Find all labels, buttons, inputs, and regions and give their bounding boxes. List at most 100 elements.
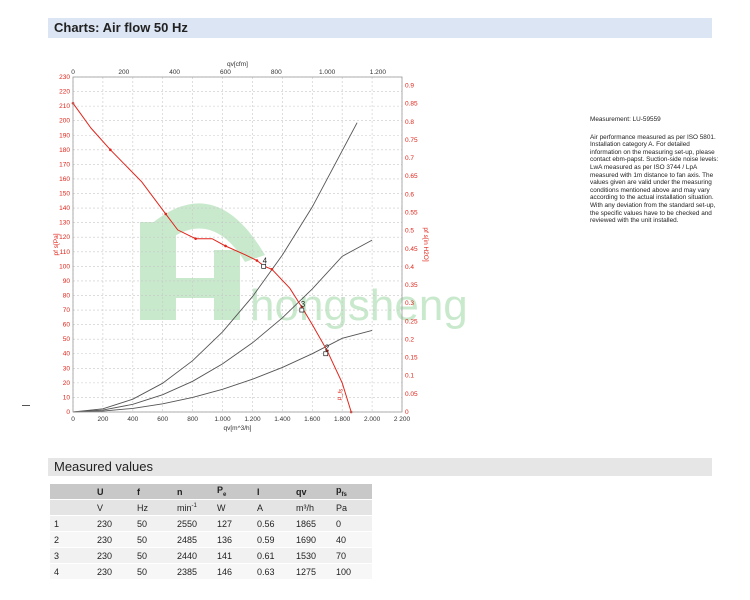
y-tick-label: 180: [59, 147, 70, 154]
table-cell: 1865: [292, 515, 332, 532]
x-tick-label: 0: [71, 416, 75, 423]
y-tick-label: 170: [59, 161, 70, 168]
system-curve-1: [72, 122, 358, 413]
x-tick-label: 1.200: [244, 416, 261, 423]
operating-point-2: [323, 351, 329, 357]
y-tick-label: 130: [59, 220, 70, 227]
y-tick-label: 20: [63, 380, 71, 387]
fan-curve-point: [109, 148, 112, 152]
charts-header: Charts: Air flow 50 Hz: [48, 18, 712, 38]
x2-tick-label: 1.000: [319, 69, 336, 76]
table-cell: 1530: [292, 547, 332, 564]
measured-values-title: Measured values: [54, 459, 153, 474]
plot-frame: [72, 76, 403, 413]
table-cell: 2550: [173, 515, 213, 532]
table-cell: 146: [213, 563, 253, 580]
y-tick-label: 140: [59, 205, 70, 212]
y2-tick-label: 0.1: [405, 373, 414, 380]
unit-cell: min-1: [173, 499, 213, 516]
table-cell: 50: [133, 531, 173, 548]
fan-curve-point: [164, 212, 168, 216]
y2-tick-label: 0.45: [405, 246, 418, 253]
unit-cell: A: [253, 499, 292, 516]
chart-labels: 0 200 400 600 800 1.000 1.200 1.400 1.600 1.800 2.…: [53, 61, 429, 432]
watermark-text: hongsheng: [250, 281, 468, 330]
fan-curve-line: [72, 102, 352, 413]
y-tick-label: 30: [63, 365, 71, 372]
header-cell: n: [173, 484, 213, 500]
y2-tick-label: 0.85: [405, 101, 418, 108]
table-cell: 50: [133, 547, 173, 564]
watermark-bar-left: [140, 222, 176, 320]
x2-axis-title: qv[cfm]: [227, 61, 248, 68]
table-cell: 4: [50, 563, 93, 580]
system-curve-2: [72, 239, 373, 413]
operating-point-3: [299, 307, 305, 313]
table-cell: 136: [213, 531, 253, 548]
table-cell: 2485: [173, 531, 213, 548]
x-axis-title: qv[m^3/h]: [224, 425, 252, 432]
y-axis-title: pf s[Pa]: [53, 233, 60, 255]
table-row: 1 230 50 2550 127 0.56 1865 0: [50, 515, 372, 532]
header-cell: I: [253, 484, 292, 500]
system-curve-3: [72, 329, 373, 413]
table-row: 2 230 50 2485 136 0.59 1690 40: [50, 531, 372, 548]
table-cell: 230: [93, 547, 133, 564]
y-tick-label: 40: [63, 351, 71, 358]
y-tick-label: 110: [60, 249, 71, 256]
fan-curve-point: [270, 267, 274, 271]
x-tick-label: 1.000: [214, 416, 231, 423]
unit-cell: [50, 499, 93, 516]
x2-tick-label: 1.200: [370, 69, 387, 76]
measurement-id: Measurement: LU-59559: [590, 116, 661, 123]
x-tick-label: 400: [127, 416, 138, 423]
x-tick-label: 1.400: [274, 416, 291, 423]
x2-tick-label: 0: [71, 69, 75, 76]
table-cell: 50: [133, 515, 173, 532]
x-tick-label: 2 200: [394, 416, 411, 423]
unit-cell: W: [213, 499, 253, 516]
y-tick-label: 10: [63, 394, 71, 401]
y-tick-label: 150: [59, 191, 70, 198]
y-tick-label: 100: [59, 263, 70, 270]
y2-tick-label: 0.35: [405, 282, 418, 289]
fan-curve: p_fs: [71, 101, 353, 414]
table-cell: 2: [50, 531, 93, 548]
x-tick-label: 200: [97, 416, 108, 423]
table-cell: 230: [93, 563, 133, 580]
table-cell: 0.56: [253, 515, 292, 532]
table-cell: 230: [93, 531, 133, 548]
y-tick-label: 220: [59, 89, 70, 96]
header-cell: qv: [292, 484, 332, 500]
fan-curve-point: [255, 259, 259, 262]
y2-tick-label: 0.5: [405, 228, 414, 235]
operating-point-label-3: 3: [301, 300, 306, 309]
y-tick-label: 200: [59, 118, 70, 125]
operating-point-label-2: 2: [325, 344, 330, 353]
system-curves: [72, 122, 373, 413]
table-cell: 3: [50, 547, 93, 564]
measurement-description: Air performance measured as per ISO 5801…: [590, 133, 719, 225]
y-tick-label: 210: [59, 103, 70, 110]
unit-cell: V: [93, 499, 133, 516]
x-tick-label: 1.800: [334, 416, 351, 423]
y2-tick-label: 0.9: [405, 83, 414, 90]
operating-points: 4 3 2: [261, 256, 330, 357]
header-cell: Pe: [213, 484, 253, 500]
y-tick-label: 190: [59, 132, 70, 139]
y-tick-label: 90: [63, 278, 71, 285]
y-tick-label: 120: [59, 234, 70, 241]
table-row: 4 230 50 2385 146 0.63 1275 100: [50, 563, 372, 580]
y-tick-label: 50: [63, 336, 71, 343]
table-row: 3 230 50 2440 141 0.61 1530 70: [50, 547, 372, 564]
table-cell: 0.59: [253, 531, 292, 548]
x2-tick-label: 600: [220, 69, 231, 76]
table-cell: 100: [332, 563, 372, 580]
measured-values-header: Measured values: [48, 458, 712, 476]
fan-curve-point: [194, 237, 197, 240]
table-cell: 0.61: [253, 547, 292, 564]
charts-title: Charts: Air flow 50 Hz: [54, 20, 188, 35]
x-tick-label: 2.000: [364, 416, 381, 423]
operating-point-4: [261, 263, 267, 269]
